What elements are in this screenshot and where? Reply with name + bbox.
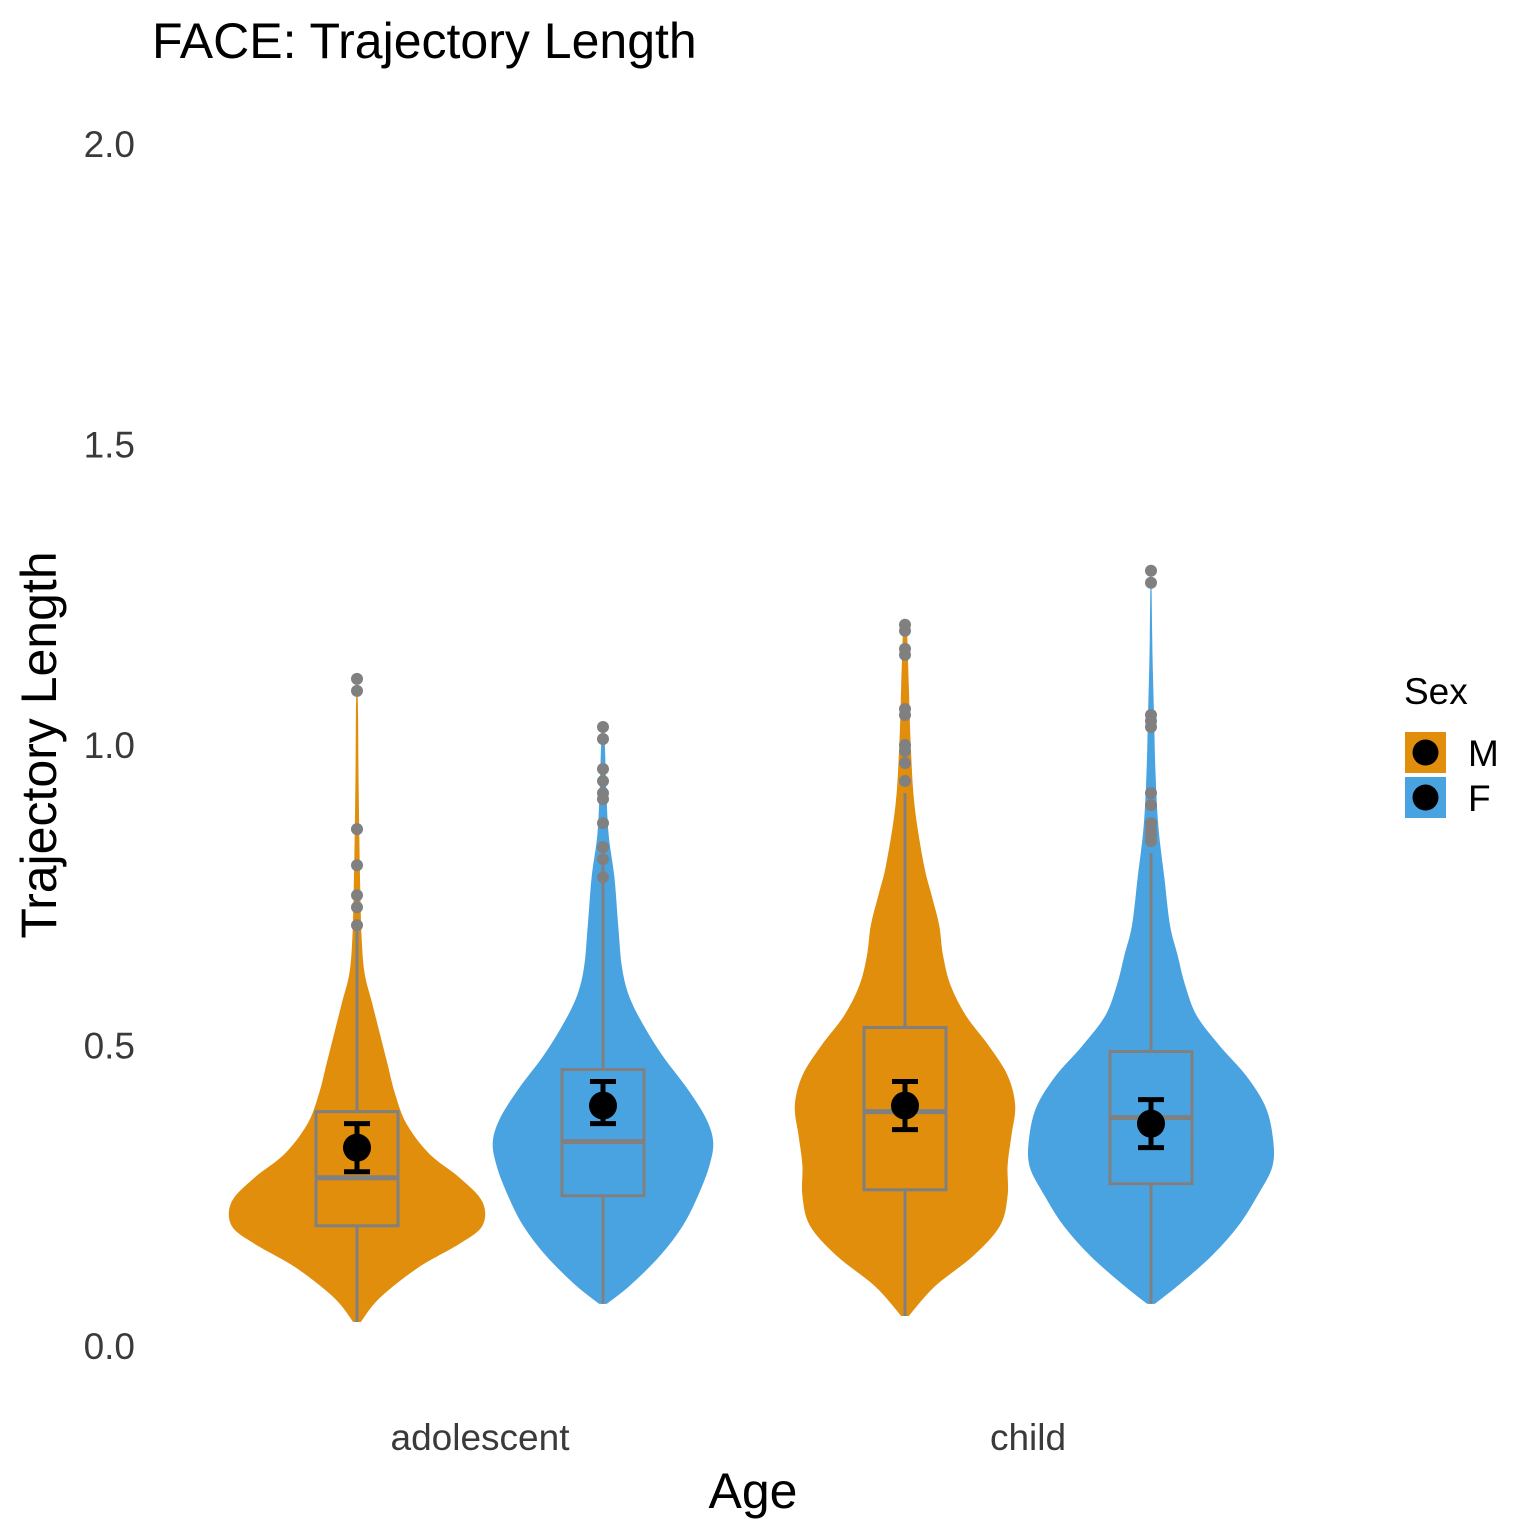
- box-iqr: [560, 1068, 646, 1198]
- legend-point-icon: [1412, 784, 1439, 811]
- outlier-point: [899, 775, 911, 788]
- outlier-point: [351, 859, 363, 872]
- legend-title: Sex: [1404, 671, 1468, 712]
- plot-area: [228, 564, 1275, 1322]
- x-tick-label: child: [990, 1417, 1066, 1458]
- mean-error-bar: [1137, 1097, 1165, 1151]
- outlier-point: [899, 648, 911, 661]
- outlier-point: [597, 853, 609, 866]
- legend-label: F: [1468, 778, 1491, 819]
- y-tick-label: 1.5: [84, 425, 135, 466]
- outlier-point: [899, 708, 911, 721]
- outlier-point: [899, 624, 911, 637]
- outlier-point: [1145, 720, 1157, 733]
- outlier-point: [351, 901, 363, 914]
- outlier-point: [351, 889, 363, 902]
- outlier-point: [597, 793, 609, 806]
- outlier-point: [351, 684, 363, 697]
- outlier-point: [351, 672, 363, 685]
- outlier-point: [1145, 835, 1157, 848]
- y-axis-ticks: 0.0 0.5 1.0 1.5 2.0: [84, 124, 135, 1367]
- legend-item-f: F: [1405, 777, 1491, 819]
- y-tick-label: 0.0: [84, 1326, 135, 1367]
- x-axis-title: Age: [709, 1463, 798, 1519]
- y-axis-title: Trajectory Length: [11, 551, 67, 938]
- outlier-point: [1145, 787, 1157, 800]
- chart-title: FACE: Trajectory Length: [152, 13, 697, 69]
- mean-point: [343, 1133, 371, 1162]
- legend-point-icon: [1412, 739, 1439, 766]
- legend: Sex MF: [1404, 671, 1499, 819]
- outlier-point: [597, 775, 609, 788]
- outlier-point: [1145, 799, 1157, 812]
- y-tick-label: 1.0: [84, 725, 135, 766]
- outlier-point: [351, 823, 363, 836]
- legend-label: M: [1468, 733, 1499, 774]
- mean-error-bar: [589, 1079, 617, 1127]
- legend-item-m: M: [1405, 732, 1499, 774]
- mean-point: [891, 1091, 919, 1120]
- outlier-point: [597, 732, 609, 745]
- x-axis-ticks: adolescent child: [391, 1417, 1067, 1458]
- y-tick-label: 2.0: [84, 124, 135, 165]
- mean-error-bar: [891, 1079, 919, 1133]
- outlier-point: [899, 745, 911, 758]
- outlier-point: [597, 720, 609, 733]
- violin-group-m-adolescent: [228, 672, 486, 1322]
- violin-group-f-child: [1027, 564, 1275, 1304]
- box-iqr: [862, 1025, 948, 1192]
- violin-group-m-child: [794, 618, 1016, 1316]
- mean-point: [1137, 1109, 1165, 1138]
- outlier-point: [1145, 564, 1157, 577]
- outlier-point: [899, 757, 911, 770]
- outlier-point: [597, 817, 609, 830]
- legend-items: MF: [1405, 732, 1499, 819]
- mean-error-bar: [343, 1121, 371, 1175]
- y-tick-label: 0.5: [84, 1026, 135, 1067]
- box-iqr: [314, 1110, 400, 1228]
- outlier-point: [1145, 576, 1157, 589]
- violin-group-f-adolescent: [492, 720, 714, 1304]
- x-tick-label: adolescent: [391, 1417, 571, 1458]
- outlier-point: [597, 763, 609, 776]
- outlier-point: [351, 919, 363, 932]
- mean-point: [589, 1091, 617, 1120]
- outlier-point: [597, 841, 609, 854]
- outlier-point: [597, 871, 609, 884]
